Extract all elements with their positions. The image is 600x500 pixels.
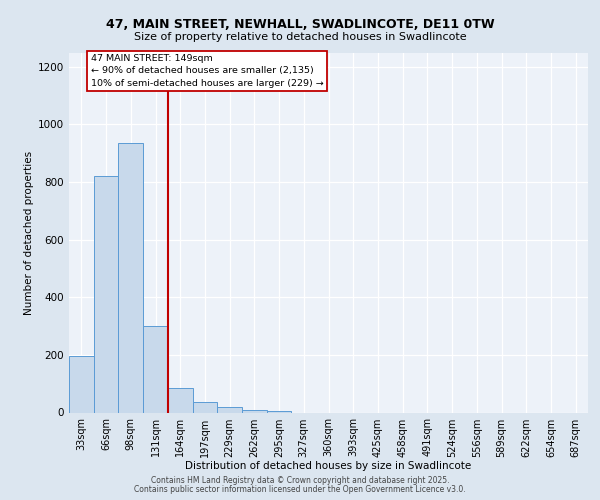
Bar (143, 326, 168, 412)
Bar (168, 388, 193, 412)
Text: Contains HM Land Registry data © Crown copyright and database right 2025.: Contains HM Land Registry data © Crown c… (151, 476, 449, 485)
Text: 47 MAIN STREET: 149sqm
← 90% of detached houses are smaller (2,135)
10% of semi-: 47 MAIN STREET: 149sqm ← 90% of detached… (91, 54, 323, 88)
Bar (94, 176, 118, 412)
X-axis label: Distribution of detached houses by size in Swadlincote: Distribution of detached houses by size … (185, 461, 472, 471)
Text: 47, MAIN STREET, NEWHALL, SWADLINCOTE, DE11 0TW: 47, MAIN STREET, NEWHALL, SWADLINCOTE, D… (106, 18, 494, 30)
Bar (242, 410, 267, 412)
Bar (267, 411, 292, 412)
Bar (217, 406, 242, 412)
Text: Contains public sector information licensed under the Open Government Licence v3: Contains public sector information licen… (134, 484, 466, 494)
Bar (118, 143, 143, 412)
Text: Size of property relative to detached houses in Swadlincote: Size of property relative to detached ho… (134, 32, 466, 42)
Y-axis label: Number of detached properties: Number of detached properties (24, 150, 34, 314)
Bar (69, 356, 94, 412)
Bar (193, 402, 217, 412)
